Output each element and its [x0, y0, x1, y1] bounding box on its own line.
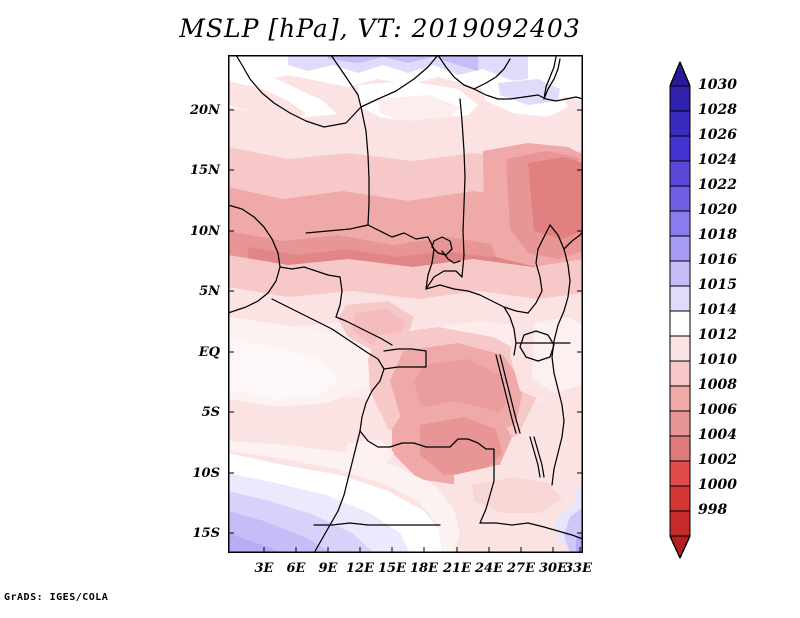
y-tick-label: 15S	[192, 526, 220, 541]
colorbar-tick-label: 1026	[698, 127, 737, 143]
contour-fill-layer	[228, 55, 583, 553]
map-plot-area	[228, 55, 583, 553]
y-tick-label: 15N	[190, 163, 220, 178]
colorbar-tick-label: 1028	[698, 102, 737, 118]
x-tick-label: 33E	[564, 561, 592, 576]
plot-frame	[228, 55, 583, 553]
y-tick-label: 5N	[199, 284, 220, 299]
x-tick-label: 21E	[443, 561, 471, 576]
y-tick-label: 5S	[201, 405, 220, 420]
mslp-filled-contour-map	[228, 55, 583, 553]
x-tick-label: 24E	[475, 561, 503, 576]
colorbar-tick-label: 1022	[698, 177, 737, 193]
colorbar-tick-label: 1016	[698, 252, 737, 268]
x-tick-label: 18E	[410, 561, 438, 576]
colorbar-swatches	[669, 61, 691, 559]
colorbar-tick-label: 1024	[698, 152, 737, 168]
x-tick-label: 27E	[507, 561, 535, 576]
x-tick-label: 9E	[318, 561, 338, 576]
chart-title: MSLP [hPa], VT: 2019092403	[179, 14, 581, 43]
axis-ticks	[228, 109, 583, 553]
colorbar-tick-label: 1006	[698, 402, 737, 418]
colorbar-tick-label: 1014	[698, 302, 737, 318]
x-tick-label: 30E	[539, 561, 567, 576]
x-tick-label: 3E	[254, 561, 274, 576]
x-tick-label: 12E	[346, 561, 374, 576]
colorbar-tick-label: 1020	[698, 202, 737, 218]
y-tick-label: 10N	[190, 224, 220, 239]
x-tick-label: 15E	[378, 561, 406, 576]
colorbar-tick-label: 1008	[698, 377, 737, 393]
colorbar-tick-label: 1018	[698, 227, 737, 243]
grads-attribution: GrADS: IGES/COLA	[4, 592, 109, 603]
y-tick-label: 20N	[190, 103, 220, 118]
colorbar-tick-label: 1000	[698, 477, 737, 493]
colorbar-tick-label: 1002	[698, 452, 737, 468]
colorbar-tick-label: 998	[698, 502, 728, 518]
colorbar-tick-label: 1004	[698, 427, 737, 443]
colorbar-tick-label: 1010	[698, 352, 737, 368]
colorbar-tick-label: 1012	[698, 327, 737, 343]
colorbar-tick-label: 1015	[698, 277, 737, 293]
y-tick-label: EQ	[198, 345, 220, 360]
colorbar-tick-label: 1030	[698, 77, 737, 93]
colorbar	[668, 60, 692, 559]
y-tick-label: 10S	[192, 466, 220, 481]
map-coastline-and-border-layer	[228, 55, 583, 553]
x-tick-label: 6E	[286, 561, 306, 576]
